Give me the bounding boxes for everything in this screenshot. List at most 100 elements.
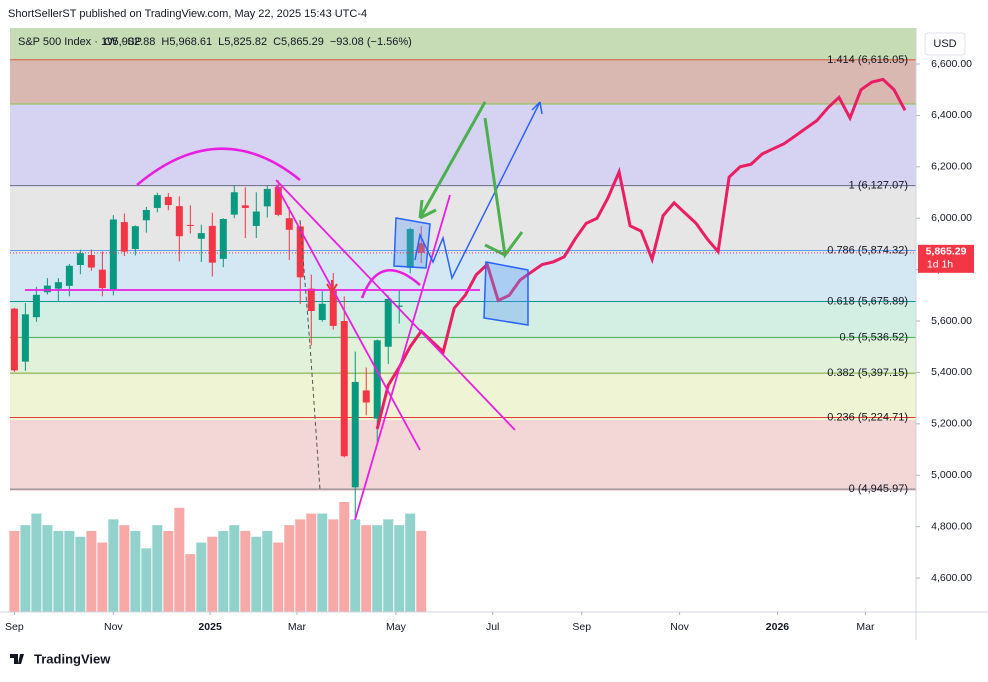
volume-bar (361, 525, 372, 612)
volume-bar (64, 530, 75, 612)
candle-body (384, 298, 392, 347)
volume-bar (207, 536, 218, 612)
fib-label: 1 (6,127.07) (849, 179, 908, 191)
drawing (326, 280, 338, 294)
x-tick-label: Jul (486, 621, 499, 633)
x-tick-label: Sep (572, 621, 591, 633)
y-tick-label: 6,000.00 (931, 212, 972, 224)
candle-body (274, 187, 282, 215)
candle-body (241, 205, 249, 208)
volume-bar (273, 542, 284, 612)
ohlc-value: L5,825.82 (218, 36, 267, 48)
drawing (309, 344, 321, 491)
band (10, 375, 916, 420)
x-tick-label: Nov (670, 621, 689, 633)
band (10, 104, 916, 187)
candle-body (406, 229, 414, 268)
publisher: ShortSellerST published on TradingView.c… (8, 8, 367, 20)
fib-label: 0.786 (5,874.32) (827, 244, 908, 256)
fib-label: 0 (4,945.97) (849, 483, 908, 495)
ohlc-value: O5,902.88 (104, 36, 155, 48)
y-tick-label: 5,200.00 (931, 418, 972, 430)
candle-body (340, 321, 348, 457)
candle-body (186, 224, 194, 226)
candle-body (230, 192, 238, 215)
volume-bar (262, 530, 273, 612)
volume-bar (240, 530, 251, 612)
fib-bands (10, 28, 916, 491)
candle-body (296, 226, 304, 278)
logo (10, 654, 24, 664)
candle-body (307, 288, 315, 312)
volume-bar (119, 525, 130, 612)
volume-bar (9, 530, 20, 612)
candle-body (417, 243, 425, 253)
candle-body (10, 308, 18, 371)
x-tick-label: Nov (104, 621, 123, 633)
fib-label: 0.236 (5,224.71) (827, 411, 908, 423)
volume-bar (97, 542, 108, 612)
candle-body (318, 303, 326, 320)
drawing (275, 179, 516, 431)
candle-body (131, 226, 139, 250)
drawing (275, 184, 421, 451)
candle-body (32, 294, 40, 318)
candle-body (351, 381, 359, 488)
volume-bar (163, 530, 174, 612)
volume-bar (229, 525, 240, 612)
candle-body (21, 314, 29, 362)
y-tick-label: 5,600.00 (931, 315, 972, 327)
volume-bar (284, 525, 295, 612)
x-tick-label: Sep (5, 621, 24, 633)
volume-bar (174, 507, 185, 612)
volume-bar (383, 519, 394, 612)
fib-label: 0.382 (5,397.15) (827, 367, 908, 379)
volume-bar (350, 519, 361, 612)
y-tick-label: 5,000.00 (931, 469, 972, 481)
volume-bar (196, 542, 207, 612)
candle-body (285, 218, 293, 230)
plot: 1.414 (6,616.05) 1 (6,127.07) 0.786 (5,874… (9, 54, 916, 612)
band (10, 420, 916, 491)
drawing (360, 269, 421, 299)
drawing (414, 101, 541, 281)
volume-bar (185, 554, 196, 612)
band (10, 339, 916, 375)
drawing (393, 217, 431, 269)
volume-bar (86, 530, 97, 612)
candle-body (252, 211, 260, 226)
candle-body (109, 219, 117, 290)
band (10, 187, 916, 252)
brand: TradingView (34, 651, 111, 666)
candle-body (263, 188, 271, 207)
volume-bar (416, 530, 427, 612)
band (10, 28, 916, 61)
price-tag-box (918, 244, 974, 273)
volume-bar (31, 513, 42, 612)
y-tick-label: 5,400.00 (931, 366, 972, 378)
candle-body (65, 265, 73, 286)
y-tick-label: 4,600.00 (931, 572, 972, 584)
drawing (531, 101, 543, 115)
volume-bar (295, 519, 306, 612)
band (10, 303, 916, 339)
volume-bar (42, 525, 53, 612)
drawing (354, 194, 451, 521)
volume-bar (152, 525, 163, 612)
candle-body (54, 282, 62, 289)
candle-body (362, 390, 370, 403)
band (10, 252, 916, 303)
price-tag-label: 5,865.29 (926, 246, 967, 258)
candle-body (142, 209, 150, 221)
ohlc-value: −93.08 (−1.56%) (330, 36, 412, 48)
candle-body (395, 305, 403, 307)
volume-bar (372, 525, 383, 612)
price-tag-countdown: 1d 1h (927, 259, 953, 271)
y-tick-label: 6,400.00 (931, 109, 972, 121)
volume-bar (75, 536, 86, 612)
axis-unit[interactable]: USD (933, 38, 956, 50)
volume-bar (317, 513, 328, 612)
unit-box[interactable] (924, 32, 966, 56)
